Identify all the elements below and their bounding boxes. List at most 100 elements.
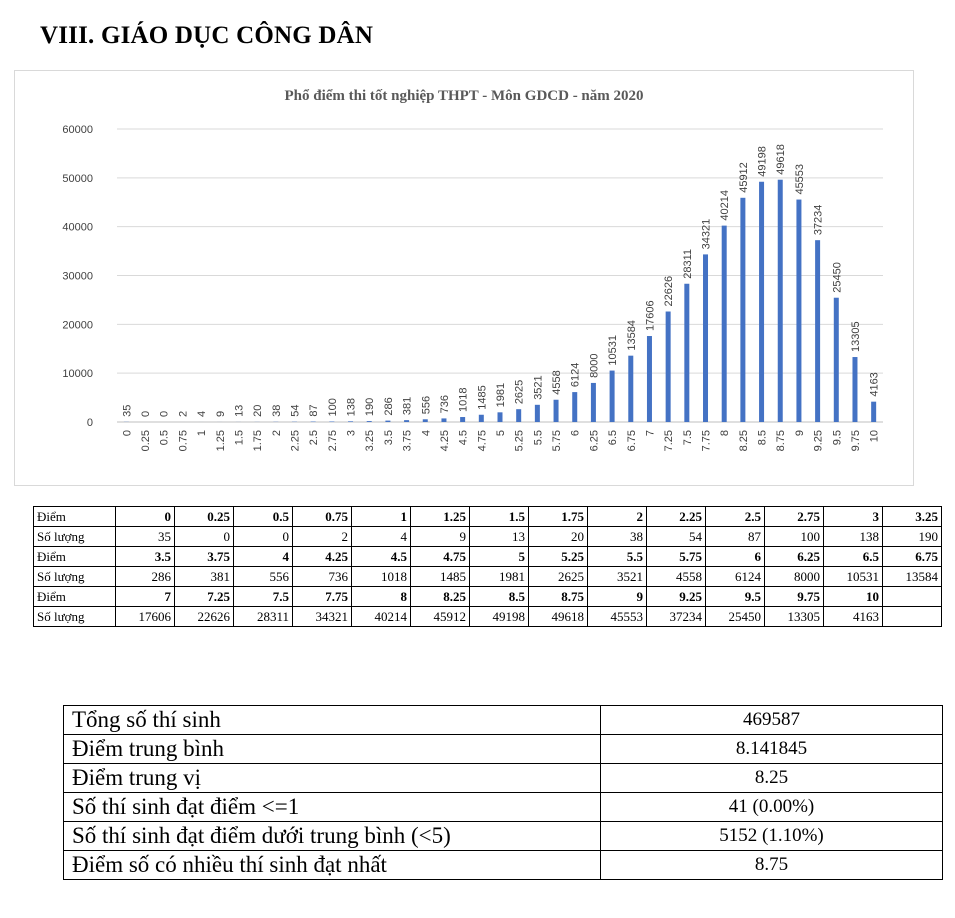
count-cell: 4 <box>351 526 411 547</box>
count-cell: 1981 <box>469 566 529 587</box>
stats-key: Số thí sinh đạt điểm dưới trung bình (<5… <box>63 821 601 851</box>
y-tick-label: 10000 <box>62 368 93 380</box>
x-tick-label: 1.25 <box>215 430 227 451</box>
x-tick-label: 8.25 <box>738 430 750 451</box>
score-cell: 1 <box>351 506 411 527</box>
stats-value: 8.141845 <box>600 734 943 764</box>
count-row-label: Số lượng <box>33 566 116 587</box>
score-cell: 4.25 <box>292 546 352 567</box>
count-row: Số lượng 35 0 0 2 4 9 13 20 38 54 87 100 138 190 <box>33 526 942 547</box>
score-cell: 2.25 <box>646 506 706 527</box>
data-label: 49618 <box>775 144 787 175</box>
bar <box>871 401 877 422</box>
bar <box>684 283 690 422</box>
data-label: 0 <box>159 411 171 417</box>
page-heading: VIII. GIÁO DỤC CÔNG DÂN <box>40 22 374 49</box>
y-tick-label: 30000 <box>62 271 93 283</box>
x-tick-label: 1.75 <box>252 430 264 451</box>
data-label: 20 <box>252 405 264 417</box>
x-tick-label: 0.25 <box>140 430 152 451</box>
count-cell: 13 <box>469 526 529 547</box>
x-tick-label: 6.25 <box>588 430 600 451</box>
score-cell: 10 <box>823 586 883 607</box>
count-cell: 100 <box>764 526 824 547</box>
count-row: Số lượng 17606 22626 28311 34321 40214 45912 49… <box>33 606 942 627</box>
data-label: 100 <box>327 398 339 416</box>
count-cell: 49618 <box>528 606 588 627</box>
chart-svg: Phổ điểm thi tốt nghiệp THPT - Môn GDCD … <box>62 88 883 451</box>
count-cell: 1018 <box>351 566 411 587</box>
count-cell: 17606 <box>115 606 175 627</box>
score-cell: 8.5 <box>469 586 529 607</box>
score-cell: 7.25 <box>174 586 234 607</box>
stats-key: Điểm số có nhiều thí sinh đạt nhất <box>63 850 601 880</box>
data-label: 1485 <box>476 385 488 409</box>
data-label: 0 <box>140 411 152 417</box>
score-cell: 5.5 <box>587 546 647 567</box>
score-cell: 9 <box>587 586 647 607</box>
count-cell: 138 <box>823 526 883 547</box>
data-label: 4558 <box>551 370 563 394</box>
x-tick-label: 4.5 <box>458 430 470 445</box>
score-cell: 3.75 <box>174 546 234 567</box>
count-row: Số lượng 286 381 556 736 1018 1485 1981 2625 3521… <box>33 566 942 587</box>
bar <box>422 419 428 422</box>
score-cell: 8.25 <box>410 586 470 607</box>
chart-title: Phổ điểm thi tốt nghiệp THPT - Môn GDCD … <box>284 88 643 104</box>
bar <box>759 181 765 422</box>
data-label: 6124 <box>570 363 582 387</box>
count-cell: 3521 <box>587 566 647 587</box>
x-tick-label: 7.5 <box>682 430 694 445</box>
count-cell: 9 <box>410 526 470 547</box>
bar <box>609 370 615 422</box>
x-tick-label: 3.25 <box>364 430 376 451</box>
bar <box>478 414 484 422</box>
summary-stats-table: Tổng số thí sinh 469587 Điểm trung bình 8.1… <box>63 705 943 880</box>
data-label: 40214 <box>719 190 731 221</box>
data-label: 34321 <box>701 219 713 250</box>
count-row-label: Số lượng <box>33 526 116 547</box>
x-tick-label: 0.5 <box>159 430 171 445</box>
x-tick-label: 9 <box>794 430 806 436</box>
data-label: 10531 <box>607 335 619 366</box>
count-cell: 10531 <box>823 566 883 587</box>
data-label: 17606 <box>644 300 656 331</box>
count-cell: 34321 <box>292 606 352 627</box>
bar <box>590 382 596 422</box>
score-cell: 2.5 <box>705 506 765 527</box>
score-cell: 5.25 <box>528 546 588 567</box>
score-cell: 4.5 <box>351 546 411 567</box>
x-tick-label: 3.75 <box>402 430 414 451</box>
x-axis-ticks: 0 0.25 0.5 0.75 1 1.25 1.5 1.75 2 2.25 2.5 2.75 3 3.2… <box>121 430 880 451</box>
data-label: 1018 <box>458 388 470 412</box>
y-tick-label: 20000 <box>62 319 93 331</box>
bar <box>460 417 466 422</box>
bar <box>366 421 372 422</box>
x-tick-label: 6.75 <box>626 430 638 451</box>
count-cell: 35 <box>115 526 175 547</box>
bar <box>404 420 410 422</box>
bar <box>534 404 540 422</box>
score-cell: 6 <box>705 546 765 567</box>
y-tick-label: 60000 <box>62 124 93 136</box>
count-cell: 8000 <box>764 566 824 587</box>
x-tick-label: 0 <box>121 430 133 436</box>
count-cell: 45912 <box>410 606 470 627</box>
data-label: 286 <box>383 397 395 415</box>
stats-value: 5152 (1.10%) <box>600 821 943 851</box>
score-cell: 2.75 <box>764 506 824 527</box>
x-tick-label: 6 <box>570 430 582 436</box>
count-cell: 2625 <box>528 566 588 587</box>
score-cell: 0 <box>115 506 175 527</box>
x-tick-label: 9.25 <box>813 430 825 451</box>
count-cell: 54 <box>646 526 706 547</box>
x-tick-label: 0.75 <box>177 430 189 451</box>
data-label: 13 <box>233 405 245 417</box>
score-cell: 3.25 <box>882 506 942 527</box>
stats-row: Số thí sinh đạt điểm <=1 41 (0.00%) <box>63 792 943 822</box>
count-cell: 4163 <box>823 606 883 627</box>
bar <box>385 420 391 422</box>
score-cell: 5.75 <box>646 546 706 567</box>
data-label: 2 <box>177 411 189 417</box>
score-cell: 1.25 <box>410 506 470 527</box>
